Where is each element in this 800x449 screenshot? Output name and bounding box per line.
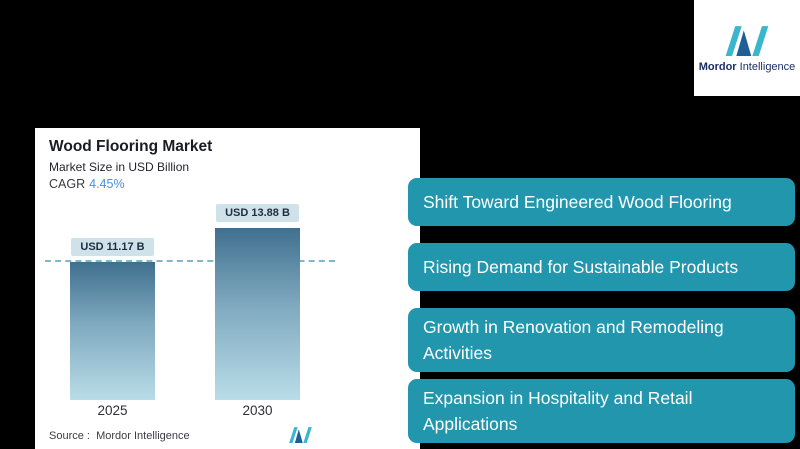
brand-name: Mordor Intelligence xyxy=(699,61,796,73)
cagr-value: 4.45% xyxy=(89,177,125,191)
bar-group-2025: USD 11.17 B xyxy=(70,238,155,400)
chart-title: Wood Flooring Market xyxy=(49,138,213,155)
highlight-label: Rising Demand for Sustainable Products xyxy=(423,257,739,277)
bar-chart-plot: USD 11.17 B USD 13.88 B xyxy=(35,190,420,400)
highlight-item-sustainable-products: Rising Demand for Sustainable Products xyxy=(408,243,795,291)
brand-name-light: Intelligence xyxy=(736,60,796,73)
cagr-row: CAGR 4.45% xyxy=(49,177,125,191)
mordor-intelligence-logo-icon xyxy=(725,25,769,56)
bar-value-label-2030: USD 13.88 B xyxy=(216,204,299,222)
brand-logo-card: Mordor Intelligence xyxy=(694,0,800,96)
x-axis: 2025 2030 xyxy=(35,403,420,423)
reference-line xyxy=(45,260,335,262)
chart-subtitle: Market Size in USD Billion xyxy=(49,160,190,174)
highlight-label: Growth in Renovation and Remodeling Acti… xyxy=(423,317,724,363)
brand-name-bold: Mordor xyxy=(698,60,737,73)
axis-label-2030: 2030 xyxy=(242,403,273,418)
bar-value-label-2025: USD 11.17 B xyxy=(71,238,154,256)
source-text: Source : Mordor Intelligence xyxy=(49,430,190,442)
source-row: Source : Mordor Intelligence xyxy=(49,426,420,444)
mordor-intelligence-logo-icon xyxy=(289,427,312,443)
cagr-label: CAGR xyxy=(49,177,86,191)
axis-label-2025: 2025 xyxy=(97,403,128,418)
chart-card: Wood Flooring Market Market Size in USD … xyxy=(35,128,420,449)
bar-group-2030: USD 13.88 B xyxy=(215,204,300,400)
bar-2030 xyxy=(215,228,300,400)
highlight-label: Shift Toward Engineered Wood Flooring xyxy=(423,192,732,212)
highlight-item-engineered-wood: Shift Toward Engineered Wood Flooring xyxy=(408,178,795,226)
highlight-label: Expansion in Hospitality and Retail Appl… xyxy=(423,388,693,434)
bar-2025 xyxy=(70,262,155,400)
highlight-item-renovation-remodeling: Growth in Renovation and Remodeling Acti… xyxy=(408,308,795,372)
highlight-item-hospitality-retail: Expansion in Hospitality and Retail Appl… xyxy=(408,379,795,443)
